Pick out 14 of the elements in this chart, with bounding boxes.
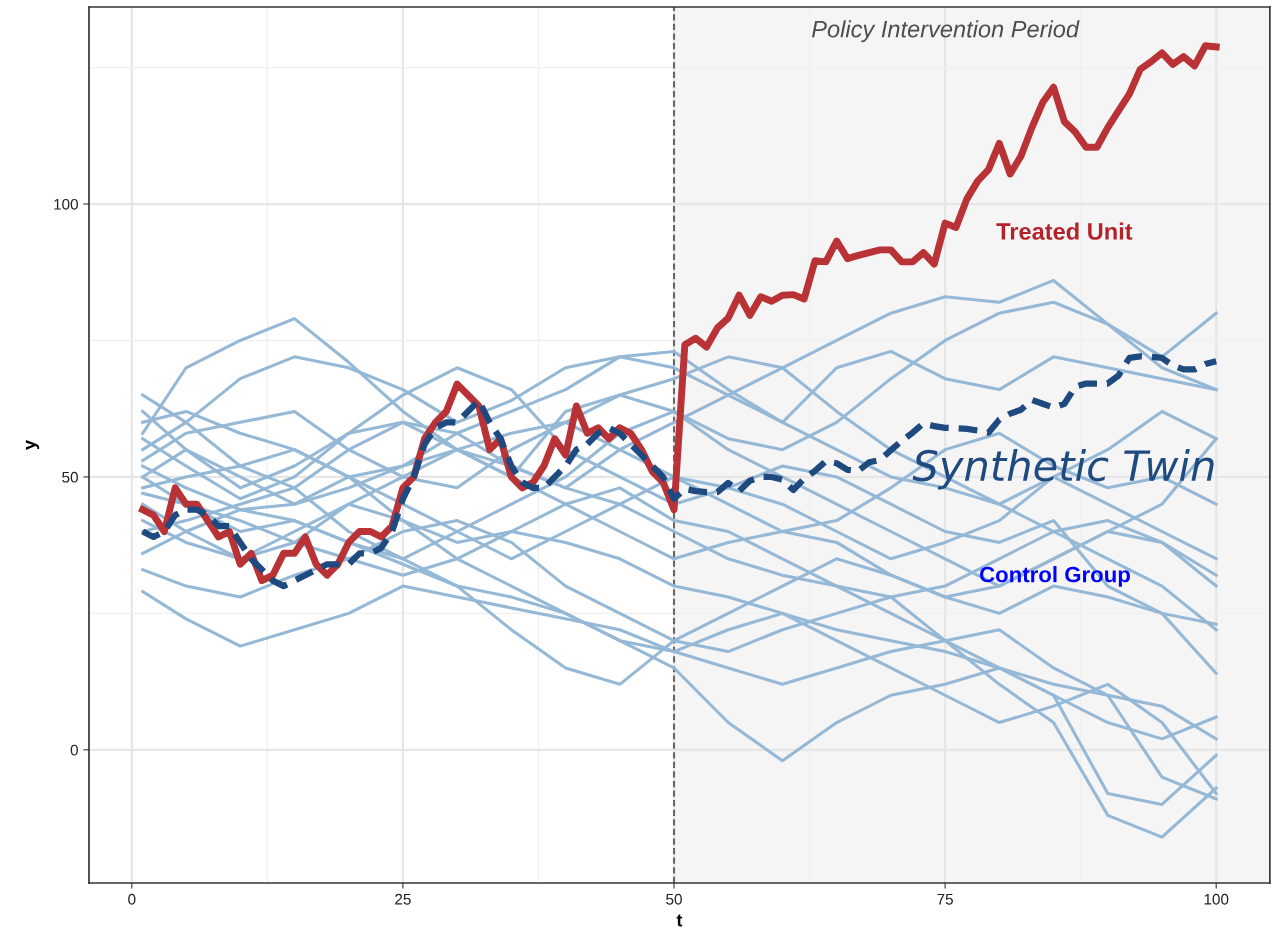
annotation: Control Group (979, 566, 1130, 587)
x-tick-label: 0 (128, 893, 136, 905)
x-tick-label: 75 (937, 893, 953, 905)
x-tick-label: 50 (666, 893, 682, 905)
series-label: Treated Unit (996, 222, 1133, 240)
x-axis-title: t (676, 914, 683, 927)
x-tick-label: 25 (395, 893, 411, 905)
y-tick-label: 0 (70, 744, 78, 756)
y-tick-label: 100 (54, 198, 78, 210)
band-label: Policy Intervention Period (811, 20, 1080, 43)
series-label: Synthetic Twin (912, 449, 1214, 490)
x-tick-label: 100 (1204, 893, 1229, 905)
y-axis-title: y (25, 440, 40, 450)
y-tick-label: 50 (62, 471, 78, 483)
